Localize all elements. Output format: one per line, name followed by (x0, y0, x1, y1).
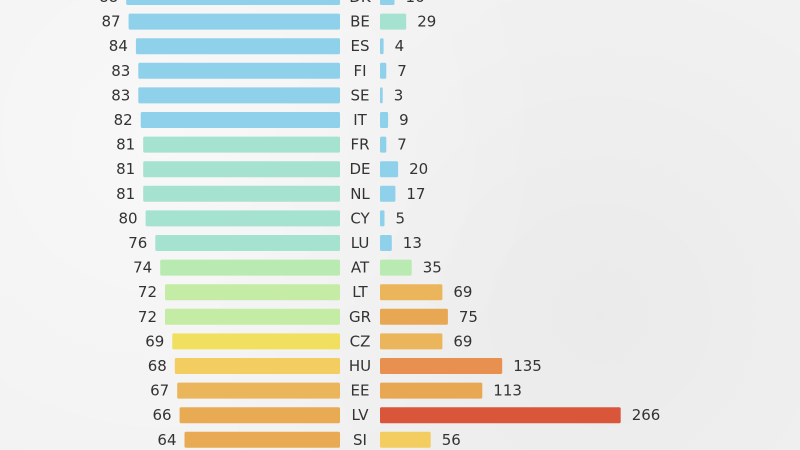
left-bar-se (138, 87, 340, 104)
country-label-lu: LU (351, 234, 370, 252)
right-value-label-fr: 7 (397, 136, 407, 154)
country-label-ee: EE (351, 382, 370, 400)
left-value-label-hu: 68 (148, 357, 167, 375)
left-value-label-ee: 67 (150, 382, 169, 400)
right-bar-be (380, 13, 407, 30)
right-bar-es (380, 38, 384, 55)
right-bar-at (380, 259, 412, 276)
right-value-label-si: 56 (442, 431, 461, 449)
country-label-hu: HU (349, 357, 371, 375)
left-value-label-lv: 66 (153, 406, 172, 424)
right-bar-nl (380, 185, 396, 202)
left-value-label-dk: 88 (99, 0, 118, 6)
right-value-label-at: 35 (423, 259, 442, 277)
country-label-fi: FI (353, 62, 366, 80)
right-value-label-hu: 135 (513, 357, 542, 375)
right-bar-cz (380, 333, 443, 350)
left-bar-gr (165, 308, 340, 325)
right-bar-se (380, 87, 383, 104)
country-label-se: SE (351, 86, 370, 104)
left-bar-lt (165, 284, 340, 301)
country-label-it: IT (353, 111, 367, 129)
right-value-label-nl: 17 (406, 185, 425, 203)
left-bar-lu (155, 235, 340, 251)
right-value-label-fi: 7 (397, 62, 407, 80)
country-label-nl: NL (350, 185, 370, 203)
country-label-cz: CZ (350, 332, 371, 350)
left-value-label-cz: 69 (145, 332, 164, 350)
country-label-es: ES (351, 37, 370, 55)
left-bar-fr (143, 136, 340, 153)
left-bar-si (184, 431, 340, 448)
country-label-de: DE (349, 160, 370, 178)
left-value-label-es: 84 (109, 37, 128, 55)
right-value-label-ee: 113 (493, 382, 522, 400)
left-value-label-lu: 76 (128, 234, 147, 252)
left-bar-nl (143, 185, 340, 202)
left-value-label-at: 74 (133, 259, 152, 277)
right-bar-fr (380, 136, 387, 153)
left-bar-ee (177, 382, 340, 399)
right-value-label-se: 3 (394, 86, 404, 104)
right-bar-hu (380, 358, 503, 374)
right-value-label-be: 29 (417, 13, 436, 31)
left-bar-hu (174, 358, 340, 374)
country-label-lt: LT (352, 283, 368, 301)
country-label-gr: GR (349, 308, 371, 326)
left-value-label-lt: 72 (138, 283, 157, 301)
right-value-label-cy: 5 (396, 209, 406, 227)
left-value-label-se: 83 (111, 86, 130, 104)
right-bar-cy (380, 210, 385, 227)
left-bar-it (140, 112, 340, 128)
right-bar-ee (380, 382, 483, 399)
left-bar-dk (126, 0, 340, 5)
right-value-label-lu: 13 (403, 234, 422, 252)
left-bar-cy (145, 210, 340, 227)
left-value-label-it: 82 (114, 111, 133, 129)
right-value-label-cz: 69 (453, 332, 472, 350)
country-label-dk: DK (349, 0, 372, 6)
country-label-at: AT (351, 259, 370, 277)
right-value-label-dk: 16 (406, 0, 425, 6)
country-label-be: BE (350, 13, 370, 31)
left-bar-cz (172, 333, 340, 350)
right-bar-de (380, 161, 399, 178)
left-value-label-nl: 81 (116, 185, 135, 203)
right-value-label-es: 4 (395, 37, 405, 55)
right-bar-lt (380, 284, 443, 301)
left-value-label-de: 81 (116, 160, 135, 178)
left-value-label-gr: 72 (138, 308, 157, 326)
left-value-label-be: 87 (102, 13, 121, 31)
right-value-label-it: 9 (399, 111, 409, 129)
left-bar-es (135, 38, 340, 55)
right-bar-gr (380, 308, 448, 325)
right-bar-lv (380, 407, 621, 424)
left-value-label-fi: 83 (111, 62, 130, 80)
left-bar-at (160, 259, 340, 276)
right-value-label-de: 20 (409, 160, 428, 178)
left-bar-fi (138, 62, 340, 79)
right-bar-dk (380, 0, 395, 5)
left-value-label-cy: 80 (119, 209, 138, 227)
country-label-lv: LV (352, 406, 370, 424)
right-bar-lu (380, 235, 392, 251)
left-bar-de (143, 161, 340, 178)
country-label-fr: FR (350, 136, 369, 154)
country-label-cy: CY (350, 209, 370, 227)
left-value-label-si: 64 (157, 431, 176, 449)
right-value-label-lt: 69 (453, 283, 472, 301)
right-value-label-lv: 266 (632, 406, 661, 424)
right-value-label-gr: 75 (459, 308, 478, 326)
left-bar-lv (179, 407, 340, 424)
right-bar-si (380, 431, 431, 448)
right-bar-it (380, 112, 389, 128)
country-label-si: SI (353, 431, 367, 449)
right-bar-fi (380, 62, 387, 79)
left-bar-be (128, 13, 340, 30)
left-value-label-fr: 81 (116, 136, 135, 154)
